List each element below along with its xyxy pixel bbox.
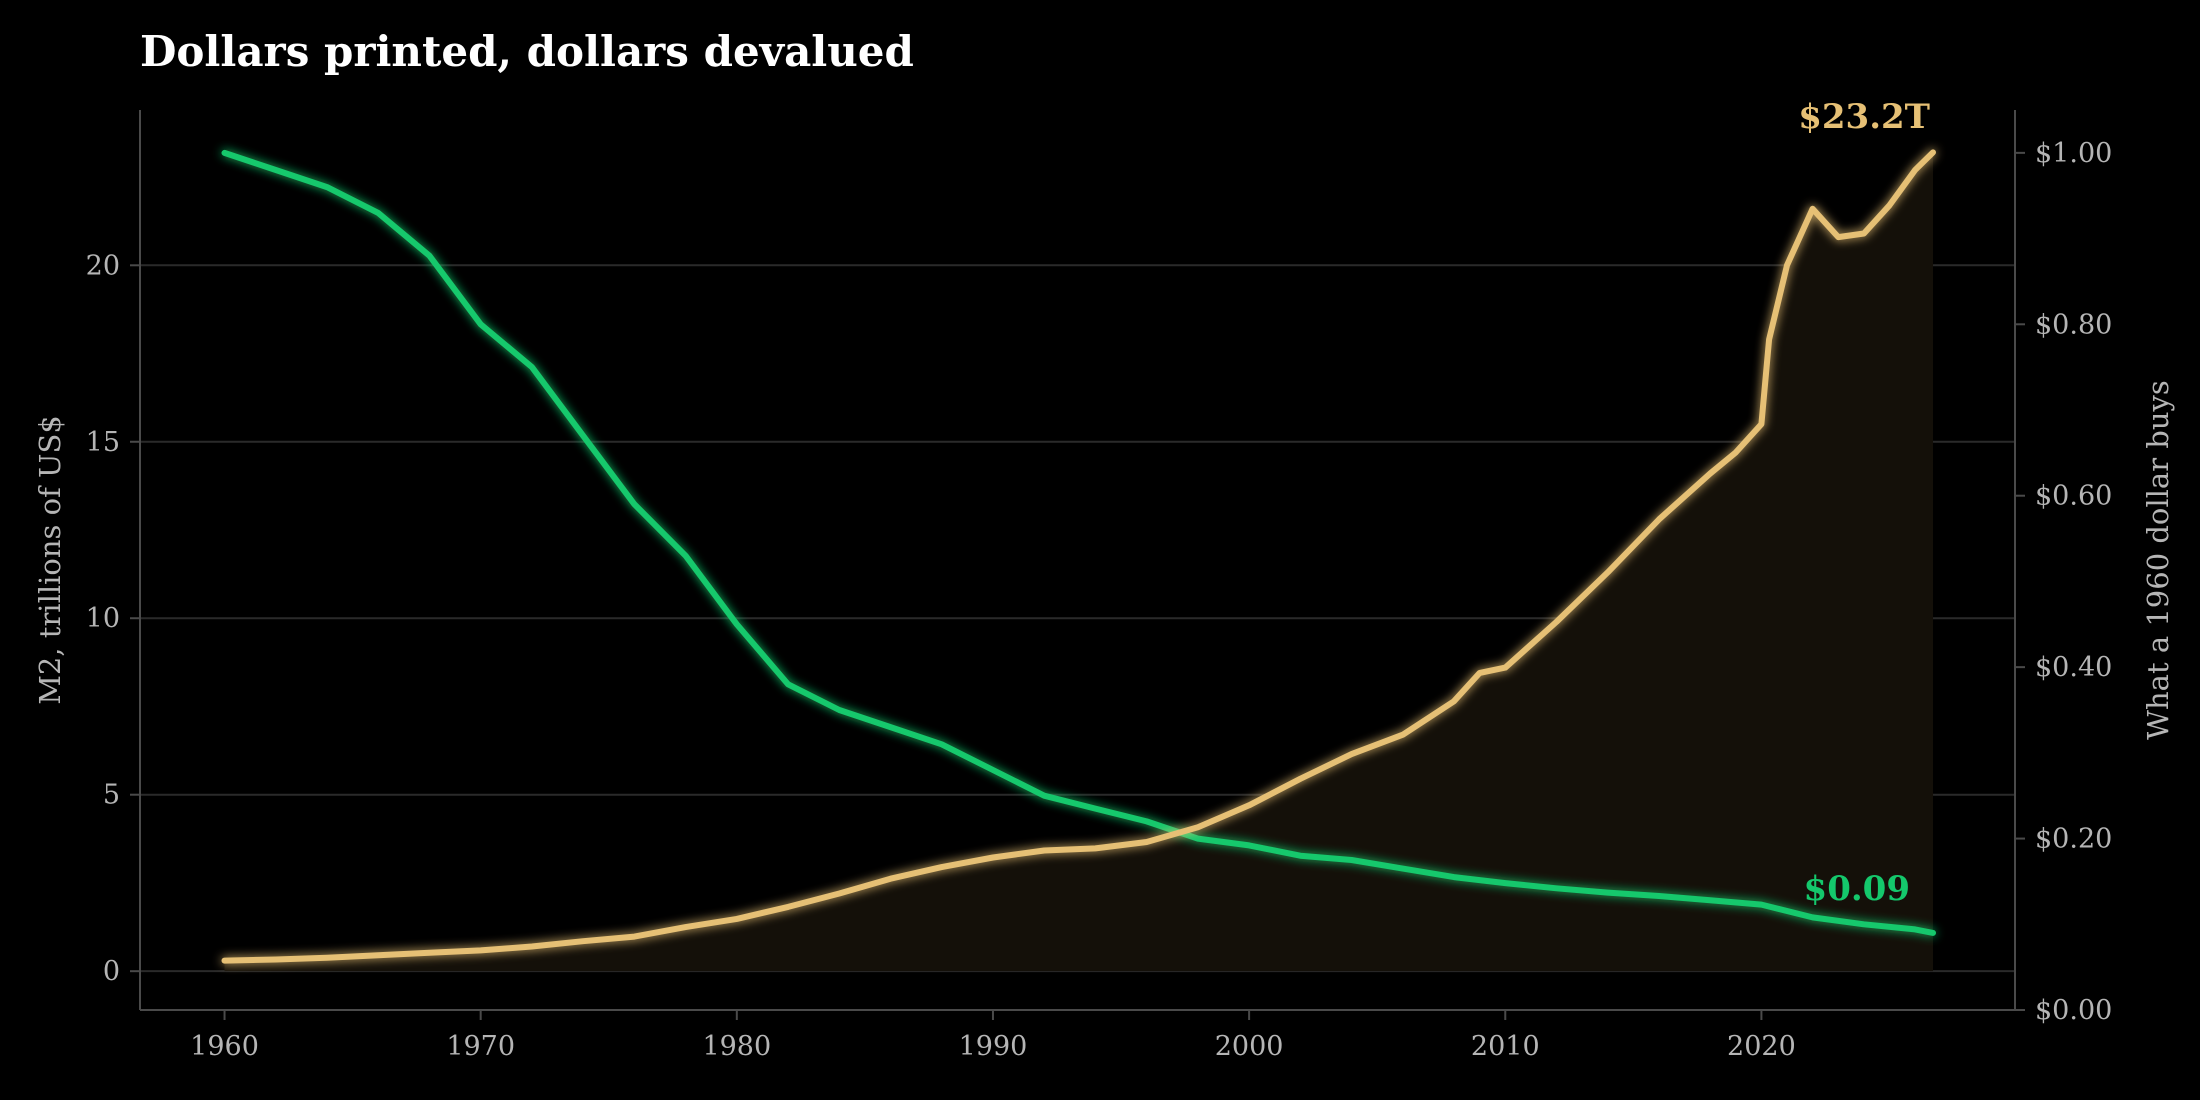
series-lines [221,149,1936,964]
left-tick-label: 10 [86,603,120,634]
left-tick-label: 5 [103,780,120,811]
x-tick-label: 2000 [1215,1031,1284,1062]
right-tick-label: $0.40 [2035,652,2112,683]
right-tick-label: $0.20 [2035,824,2112,855]
left-tick-label: 15 [86,427,120,458]
right-tick-label: $0.00 [2035,995,2112,1026]
purchasing-power-line [221,149,1936,936]
left-tick-label: 20 [86,250,120,281]
purchasing-power-end-label: $0.09 [1804,869,1910,909]
x-tick-label: 1970 [446,1031,515,1062]
x-tick-label: 2010 [1471,1031,1540,1062]
x-tick-label: 2020 [1727,1031,1796,1062]
x-tick-label: 1990 [959,1031,1028,1062]
right-tick-label: $0.80 [2035,309,2112,340]
m2-area-fill [224,152,1934,972]
right-axis-label: What a 1960 dollar buys [2141,380,2175,740]
right-tick-label: $0.60 [2035,481,2112,512]
chart-title: Dollars printed, dollars devalued [140,27,914,76]
m2-area [224,152,1934,972]
left-axis-label: M2, trillions of US$ [33,415,67,705]
left-tick-label: 0 [103,956,120,987]
axis-ticks: 0 5 10 15 20 $0.00 $0.20 $0.40 $0.60 $0.80 $1.00 19… [86,138,2113,1062]
m2-end-label: $23.2T [1798,97,1930,137]
right-tick-label: $1.00 [2035,138,2112,169]
x-tick-label: 1960 [190,1031,259,1062]
x-tick-label: 1980 [702,1031,771,1062]
m2-line [221,149,1936,964]
